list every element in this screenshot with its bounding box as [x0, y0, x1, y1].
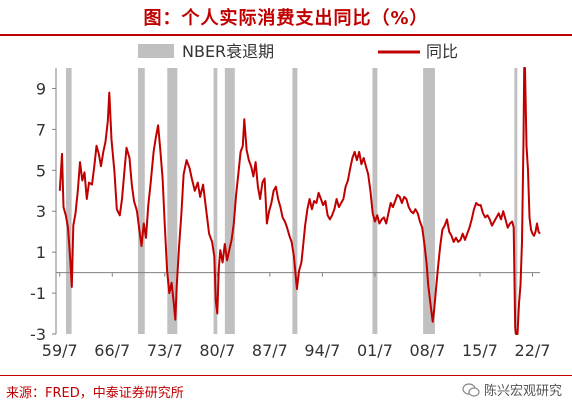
x-tick-label-7: 08/7	[409, 341, 445, 360]
y-tick-label--1: -1	[30, 284, 46, 303]
legend-label-recession: NBER衰退期	[182, 42, 274, 61]
watermark-text: 陈兴宏观研究	[483, 384, 562, 399]
y-tick-label-5: 5	[36, 161, 46, 180]
y-tick-label-3: 3	[36, 202, 46, 221]
legend-swatch-recession	[138, 44, 174, 58]
recession-bar-5	[292, 68, 298, 334]
wechat-icon	[462, 382, 480, 397]
x-tick-label-1: 66/7	[94, 341, 130, 360]
x-tick-label-6: 01/7	[357, 341, 393, 360]
recession-bar-6	[372, 68, 378, 334]
watermark: 陈兴宏观研究	[462, 380, 562, 399]
recession-bar-7	[423, 68, 435, 334]
footer-divider	[0, 375, 572, 376]
x-tick-label-5: 94/7	[304, 341, 340, 360]
recession-bar-2	[167, 68, 178, 334]
x-tick-label-8: 15/7	[462, 341, 498, 360]
x-tick-label-9: 22/7	[515, 341, 551, 360]
y-tick-label-9: 9	[36, 79, 46, 98]
recession-bar-3	[213, 68, 218, 334]
x-tick-label-2: 73/7	[147, 341, 183, 360]
recession-bar-1	[137, 68, 145, 334]
consumption-yoy-chart: 9 7 5 3 1 -1 -359/7 66/7 73/7 80/7 87/7 94/7 01/7 08/…	[30, 42, 551, 360]
series-line-yoy	[58, 67, 541, 335]
source-note: 来源：FRED，中泰证券研究所	[6, 386, 184, 401]
y-tick-label--3: -3	[30, 325, 46, 344]
legend-label-yoy: 同比	[426, 42, 458, 61]
recession-bar-8	[514, 68, 518, 334]
recession-bar-4	[224, 68, 235, 334]
x-tick-label-0: 59/7	[42, 341, 78, 360]
chart-title: 图：个人实际消费支出同比（%）	[143, 8, 429, 29]
title-divider	[0, 34, 572, 36]
y-tick-label-7: 7	[36, 120, 46, 139]
x-tick-label-3: 80/7	[199, 341, 235, 360]
x-tick-label-4: 87/7	[252, 341, 288, 360]
y-tick-label-1: 1	[36, 243, 46, 262]
chart-title-bar: 图：个人实际消费支出同比（%）	[0, 0, 572, 32]
recession-bar-0	[65, 68, 72, 334]
